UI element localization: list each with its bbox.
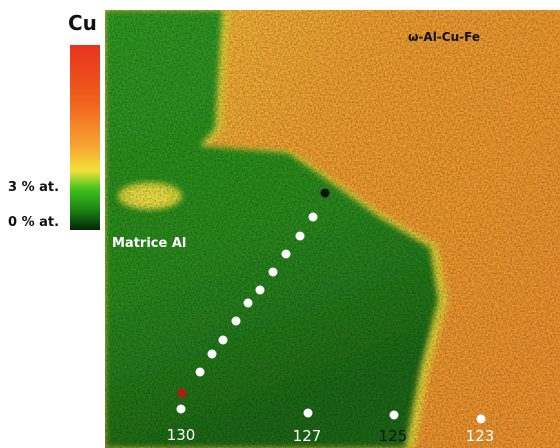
point-label: 125 xyxy=(379,427,408,445)
point-label: 130 xyxy=(167,426,196,444)
point-label: 123 xyxy=(466,427,495,445)
analysis-points xyxy=(176,188,486,424)
element-map xyxy=(105,10,560,448)
color-bar xyxy=(70,45,100,230)
phase-label: Matrice Al xyxy=(112,236,186,251)
legend-tick: 0 % at. xyxy=(8,215,59,230)
legend-tick: 3 % at. xyxy=(8,180,59,195)
phase-label: ω-Al-Cu-Fe xyxy=(408,30,480,44)
legend-title: Cu xyxy=(68,11,97,35)
point-label: 127 xyxy=(293,427,322,445)
